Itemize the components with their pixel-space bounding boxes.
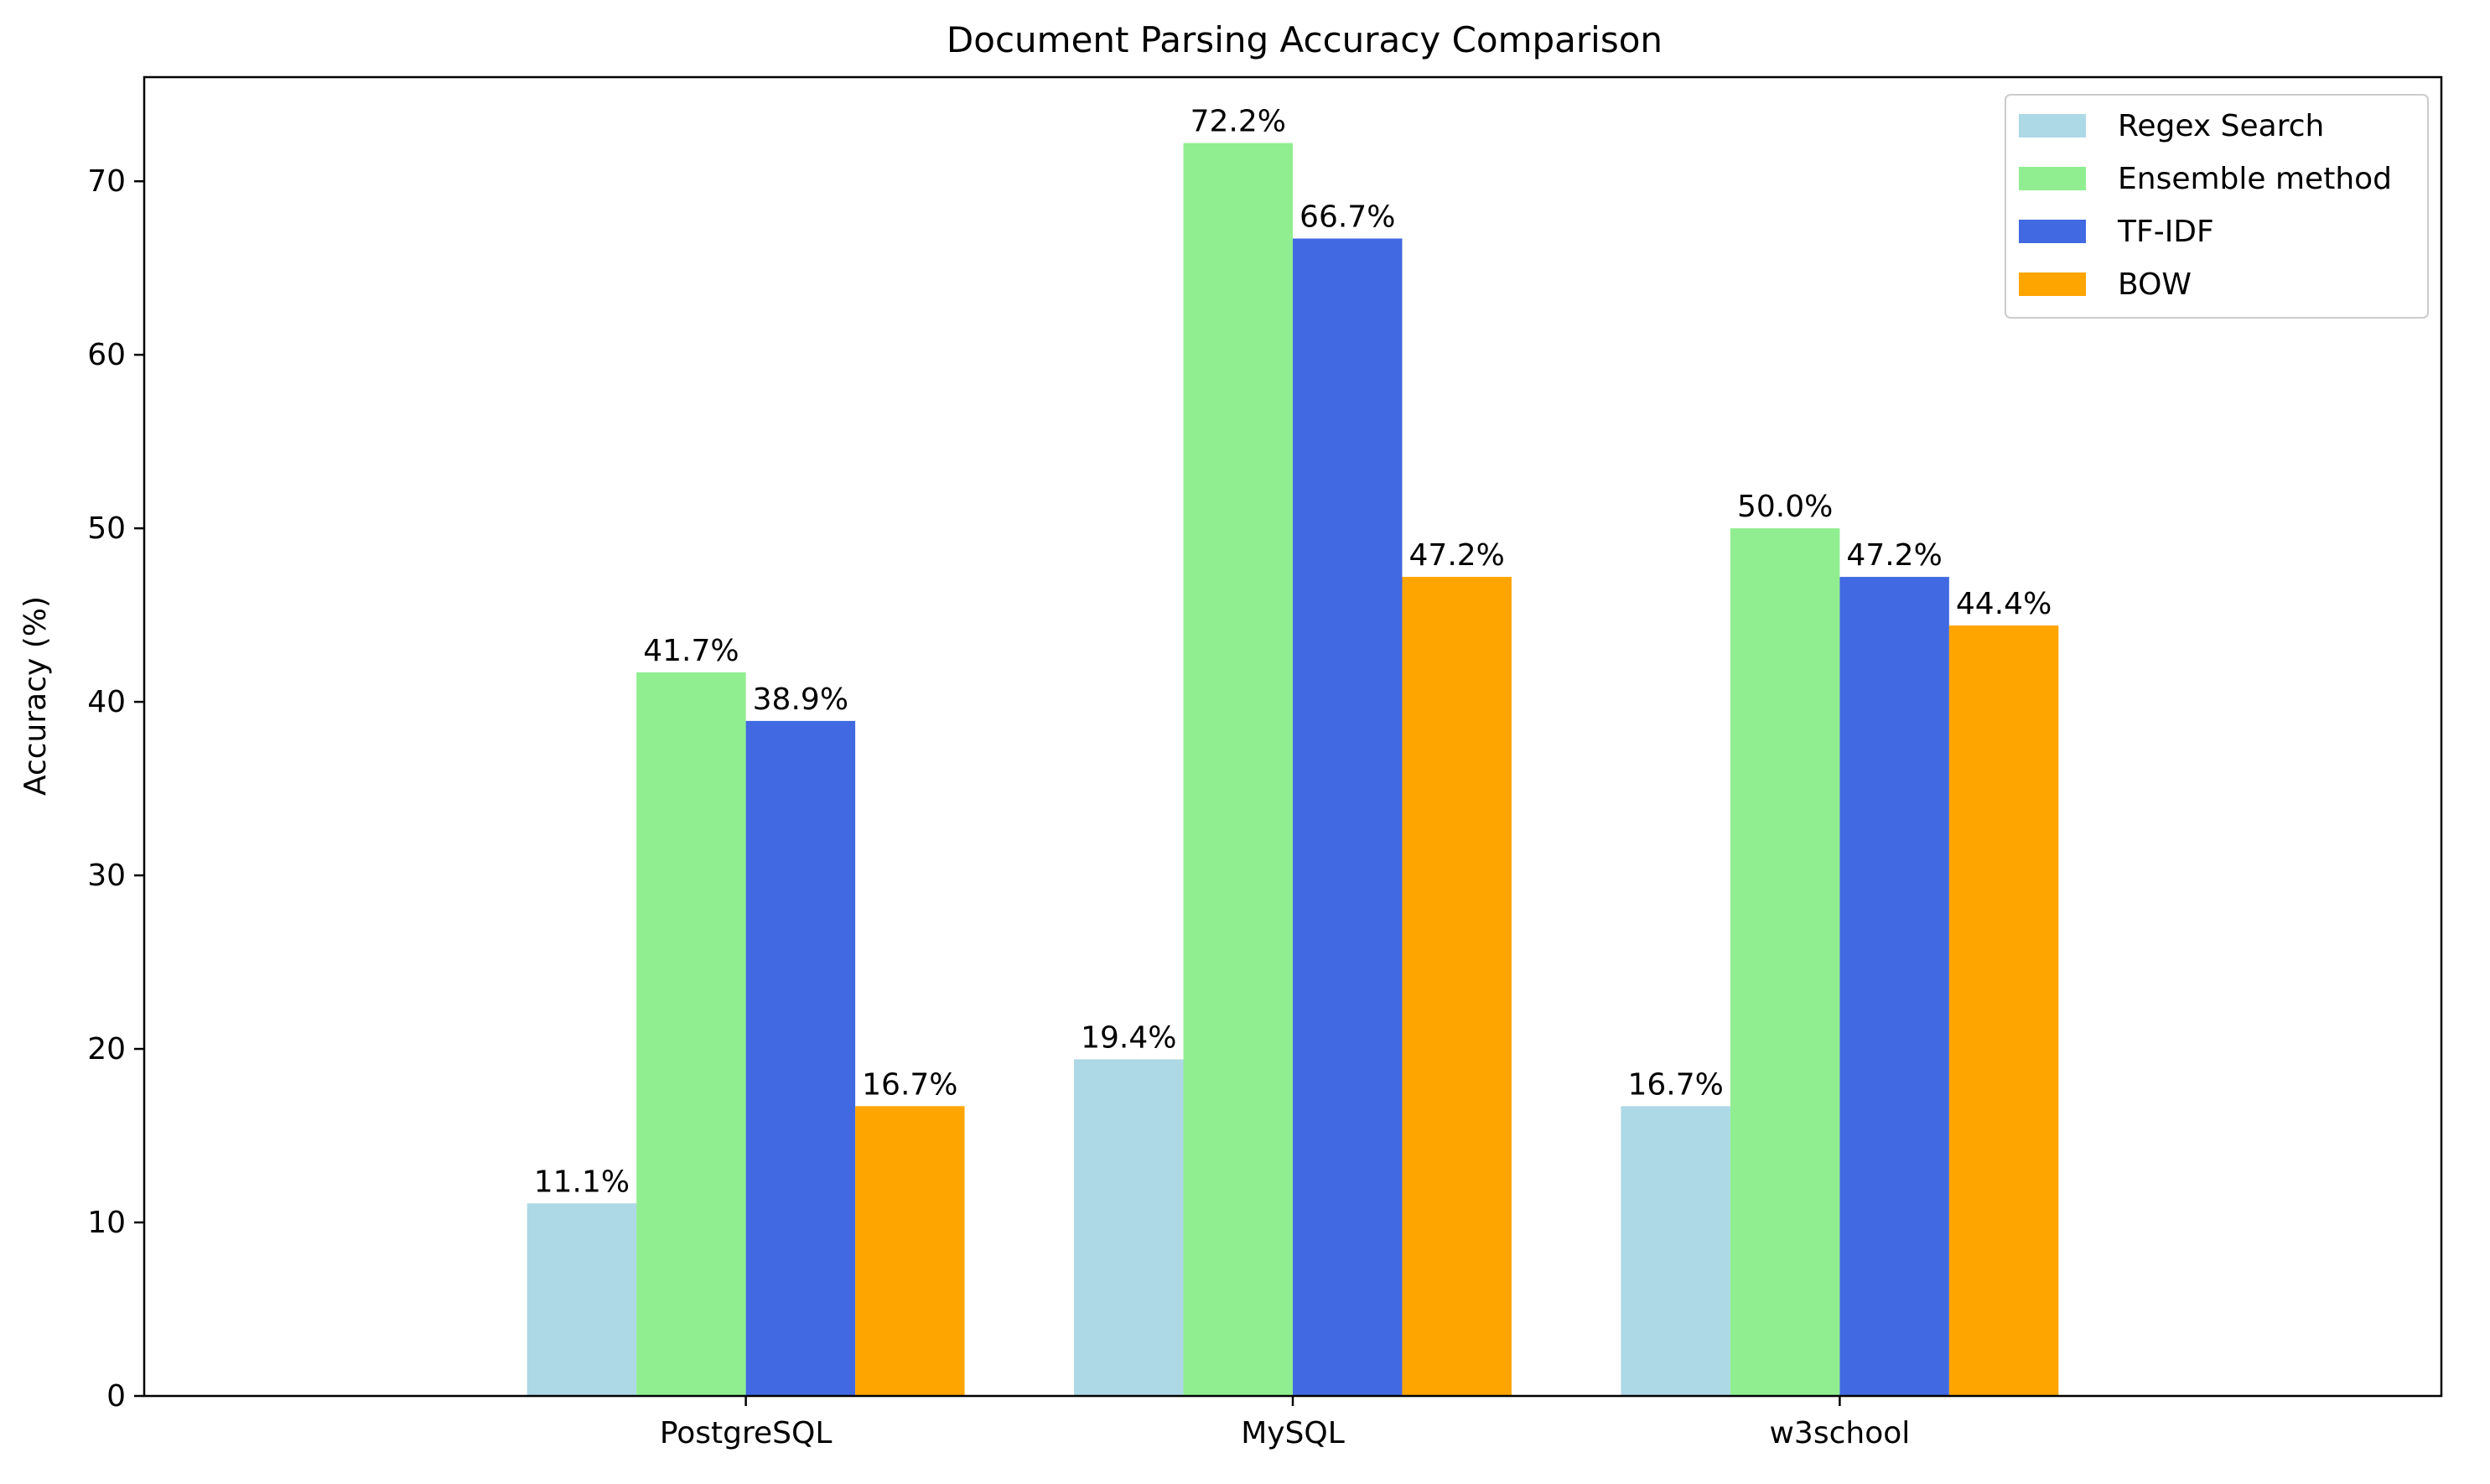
y-tick-label-60: 60 bbox=[87, 338, 126, 372]
value-label-regex-search-postgresql: 11.1% bbox=[534, 1165, 630, 1199]
bar-bow-w3school bbox=[1948, 625, 2059, 1396]
y-tick-label-10: 10 bbox=[87, 1206, 126, 1240]
y-ticks-layer: 0 10 20 30 40 50 60 70 bbox=[87, 164, 144, 1414]
bar-ensemble-method-w3school bbox=[1730, 528, 1840, 1396]
y-tick-label-40: 40 bbox=[87, 685, 126, 719]
value-label-tf-idf-postgresql: 38.9% bbox=[753, 682, 848, 717]
bar-regex-search-postgresql bbox=[527, 1203, 637, 1396]
bars-layer bbox=[527, 143, 2059, 1396]
legend: Regex Search Ensemble method TF-IDF BOW bbox=[2005, 94, 2429, 319]
legend-label-bow: BOW bbox=[2118, 267, 2192, 302]
y-tick-label-30: 30 bbox=[87, 859, 126, 893]
value-label-tf-idf-w3school: 47.2% bbox=[1846, 538, 1942, 573]
bar-bow-postgresql bbox=[855, 1106, 965, 1396]
bar-ensemble-method-postgresql bbox=[636, 672, 746, 1396]
value-label-bow-w3school: 44.4% bbox=[1956, 587, 2052, 621]
legend-swatch-bow bbox=[2019, 272, 2086, 296]
y-tick-label-70: 70 bbox=[87, 164, 126, 199]
bar-tf-idf-postgresql bbox=[745, 720, 856, 1396]
bar-regex-search-mysql bbox=[1074, 1059, 1184, 1396]
legend-label-ensemble-method: Ensemble method bbox=[2118, 162, 2392, 196]
legend-label-regex-search: Regex Search bbox=[2118, 109, 2324, 143]
x-ticks-layer: PostgreSQL MySQL w3school bbox=[660, 1396, 1910, 1450]
value-label-ensemble-method-w3school: 50.0% bbox=[1737, 490, 1833, 524]
legend-box bbox=[2005, 94, 2429, 319]
y-axis-label: Accuracy (%) bbox=[18, 596, 53, 796]
value-labels-layer: 11.1% 19.4% 16.7% 41.7% 72.2% 50.0% 38.9% 66.7%… bbox=[534, 105, 2052, 1200]
y-tick-label-50: 50 bbox=[87, 511, 126, 546]
x-tick-label-postgresql: PostgreSQL bbox=[660, 1416, 833, 1450]
value-label-regex-search-mysql: 19.4% bbox=[1081, 1020, 1176, 1055]
value-label-regex-search-w3school: 16.7% bbox=[1627, 1067, 1723, 1102]
value-label-bow-postgresql: 16.7% bbox=[862, 1067, 957, 1102]
value-label-tf-idf-mysql: 66.7% bbox=[1299, 200, 1395, 234]
y-tick-label-0: 0 bbox=[106, 1379, 126, 1414]
plot-frame bbox=[143, 75, 2443, 1398]
x-tick-label-w3school: w3school bbox=[1769, 1416, 1910, 1450]
bar-regex-search-w3school bbox=[1621, 1106, 1730, 1396]
value-label-ensemble-method-postgresql: 41.7% bbox=[643, 634, 739, 668]
x-tick-label-mysql: MySQL bbox=[1241, 1416, 1345, 1450]
chart-title: Document Parsing Accuracy Comparison bbox=[947, 19, 1663, 60]
legend-swatch-regex-search bbox=[2019, 114, 2086, 138]
bar-ensemble-method-mysql bbox=[1183, 143, 1293, 1396]
bar-tf-idf-mysql bbox=[1293, 238, 1403, 1396]
bar-tf-idf-w3school bbox=[1839, 577, 1949, 1396]
legend-swatch-ensemble-method bbox=[2019, 167, 2086, 190]
value-label-bow-mysql: 47.2% bbox=[1409, 538, 1505, 573]
legend-label-tf-idf: TF-IDF bbox=[2117, 215, 2214, 249]
value-label-ensemble-method-mysql: 72.2% bbox=[1191, 105, 1286, 139]
legend-swatch-tf-idf bbox=[2019, 220, 2086, 243]
bar-bow-mysql bbox=[1402, 577, 1512, 1396]
y-tick-label-20: 20 bbox=[87, 1032, 126, 1066]
